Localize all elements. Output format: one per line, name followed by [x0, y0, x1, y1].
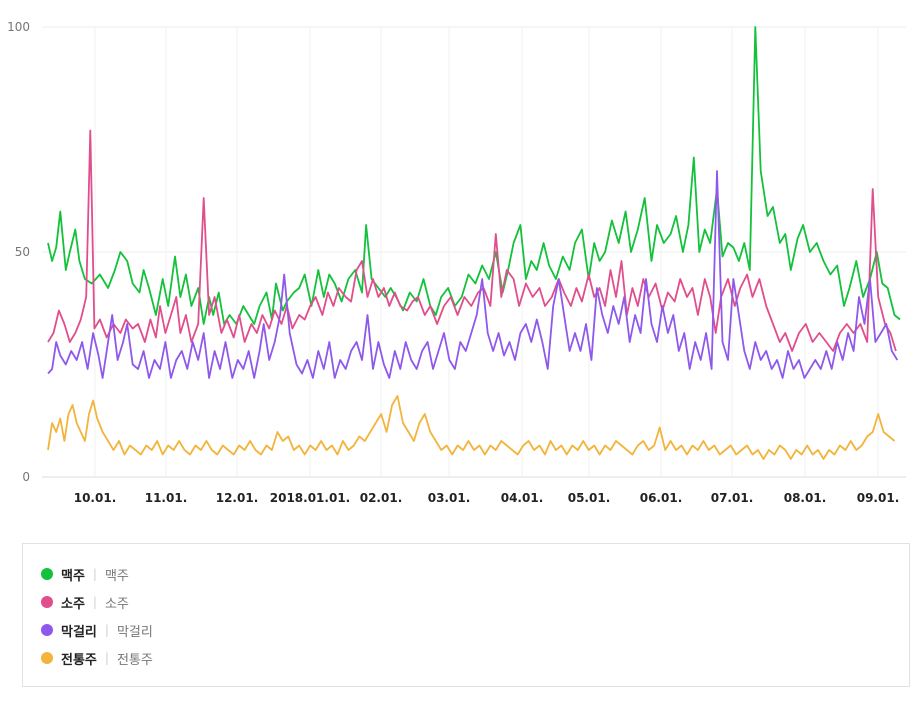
legend-item-beer[interactable]: 맥주 | 맥주 [41, 564, 129, 584]
y-axis: 0 50 100 [7, 20, 30, 484]
legend-separator: | [104, 623, 109, 637]
legend-separator: | [104, 651, 109, 665]
x-tick-label: 04.01. [501, 491, 544, 505]
legend-sub-label: 맥주 [104, 568, 129, 584]
legend-sub-label: 막걸리 [116, 624, 153, 640]
series-line-1[interactable] [47, 129, 897, 352]
x-tick-label: 10.01. [74, 491, 117, 505]
legend-sub-label: 소주 [104, 596, 129, 612]
series-line-2[interactable] [47, 170, 899, 379]
legend-dot-icon [41, 652, 53, 664]
chart-area: 0 50 100 10.01. 11.01. 12.01. 2018.01.01. 02.0… [7, 20, 906, 505]
x-tick-label: 11.01. [145, 491, 188, 505]
legend: 맥주 | 맥주 소주 | 소주 막걸리 | 막걸리 전통주 | 전통주 [22, 543, 910, 687]
x-tick-label: 08.01. [784, 491, 827, 505]
legend-separator: | [92, 595, 97, 609]
legend-label: 전통주 [61, 652, 97, 668]
legend-separator: | [92, 567, 97, 581]
series-layer [47, 26, 901, 460]
series-line-3[interactable] [47, 395, 896, 460]
legend-item-makgeolli[interactable]: 막걸리 | 막걸리 [41, 620, 153, 640]
x-tick-label: 05.01. [568, 491, 611, 505]
line-chart: 0 50 100 10.01. 11.01. 12.01. 2018.01.01. 02.0… [7, 20, 906, 505]
x-tick-label: 12.01. [216, 491, 259, 505]
x-tick-label: 2018.01.01. [270, 491, 350, 505]
y-tick-label: 0 [22, 470, 30, 484]
x-tick-label: 09.01. [857, 491, 900, 505]
x-tick-label: 03.01. [428, 491, 471, 505]
x-axis: 10.01. 11.01. 12.01. 2018.01.01. 02.01. 03.01… [74, 491, 900, 505]
legend-dot-icon [41, 624, 53, 636]
legend-sub-label: 전통주 [116, 652, 153, 668]
legend-dot-icon [41, 568, 53, 580]
legend-item-traditional[interactable]: 전통주 | 전통주 [41, 648, 153, 668]
legend-dot-icon [41, 596, 53, 608]
series-line-0[interactable] [47, 26, 901, 325]
x-tick-label: 06.01. [640, 491, 683, 505]
legend-label: 막걸리 [61, 624, 97, 640]
y-tick-label: 100 [7, 20, 30, 34]
legend-label: 맥주 [61, 568, 85, 584]
legend-label: 소주 [61, 596, 85, 612]
x-tick-label: 02.01. [360, 491, 403, 505]
legend-item-soju[interactable]: 소주 | 소주 [41, 592, 129, 612]
x-tick-label: 07.01. [711, 491, 754, 505]
y-tick-label: 50 [15, 245, 30, 259]
grid-layer [42, 26, 906, 478]
